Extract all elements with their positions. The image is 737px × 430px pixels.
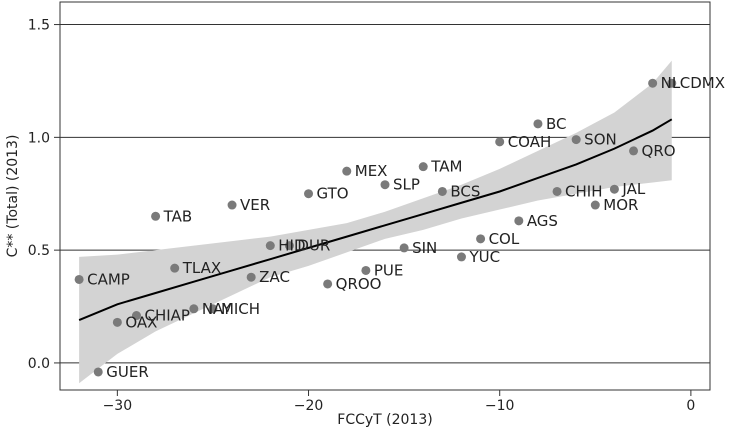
point-slp — [380, 180, 390, 190]
point-jal — [609, 184, 619, 194]
point-label-ver: VER — [240, 196, 270, 214]
point-label-mex: MEX — [355, 162, 388, 180]
point-camp — [74, 274, 84, 284]
point-label-sin: SIN — [412, 239, 437, 257]
point-label-mor: MOR — [603, 196, 638, 214]
x-tick-label-2: −10 — [485, 398, 515, 414]
point-label-ags: AGS — [527, 212, 558, 230]
point-bcs — [437, 186, 447, 196]
point-yuc — [456, 252, 466, 262]
point-oax — [112, 317, 122, 327]
point-tab — [151, 211, 161, 221]
point-tlax — [170, 263, 180, 273]
point-ags — [514, 216, 524, 226]
point-dur — [284, 241, 294, 251]
confidence-band — [79, 60, 672, 384]
point-label-qro: QRO — [642, 142, 676, 160]
point-label-pue: PUE — [374, 261, 404, 279]
point-label-slp: SLP — [393, 176, 420, 194]
point-label-tab: TAB — [163, 207, 193, 225]
point-label-coah: COAH — [508, 133, 552, 151]
point-col — [476, 234, 486, 244]
point-chih — [552, 186, 562, 196]
point-label-qroo: QROO — [336, 275, 382, 293]
point-guer — [93, 367, 103, 377]
point-label-mich: MICH — [221, 300, 260, 318]
fit-line — [78, 118, 673, 321]
point-gto — [304, 189, 314, 199]
point-son — [571, 135, 581, 145]
point-sin — [399, 243, 409, 253]
point-label-col: COL — [489, 230, 520, 248]
point-label-tlax: TLAX — [182, 259, 221, 277]
point-mex — [342, 166, 352, 176]
x-axis-label: FCCyT (2013) — [337, 412, 432, 428]
point-label-chiap: CHIAP — [144, 307, 189, 325]
point-label-nl: NL — [661, 74, 681, 92]
confidence-band-layer — [79, 60, 672, 384]
point-label-cdmx: CDMX — [680, 74, 725, 92]
point-tam — [418, 162, 428, 172]
point-label-nay: NAY — [202, 300, 232, 318]
point-hid — [265, 241, 275, 251]
point-label-chih: CHIH — [565, 182, 602, 200]
y-axis-label: C** (Total) (2013) — [5, 135, 21, 258]
x-tick-label-3: 0 — [686, 398, 695, 414]
point-qro — [629, 146, 639, 156]
point-label-camp: CAMP — [87, 270, 130, 288]
point-label-son: SON — [584, 131, 617, 149]
point-label-yuc: YUC — [468, 248, 500, 266]
point-label-jal: JAL — [621, 180, 645, 198]
plot-frame — [59, 1, 711, 391]
point-label-zac: ZAC — [259, 268, 290, 286]
y-tick-label-0: 0.0 — [28, 356, 50, 372]
point-zac — [246, 272, 256, 282]
y-tick-label-2: 1.0 — [28, 130, 50, 146]
x-tick-label-1: −20 — [294, 398, 324, 414]
y-tick-label-3: 1.5 — [28, 18, 50, 34]
points-layer — [74, 78, 677, 377]
x-tick-label-0: −30 — [103, 398, 133, 414]
point-chiap — [131, 311, 141, 321]
point-ver — [227, 200, 237, 210]
point-label-gto: GTO — [317, 185, 349, 203]
y-tick-label-1: 0.5 — [28, 243, 50, 259]
point-mich — [208, 304, 218, 314]
point-pue — [361, 265, 371, 275]
point-label-hid: HID — [278, 237, 305, 255]
point-bc — [533, 119, 543, 129]
point-mor — [590, 200, 600, 210]
point-label-bc: BC — [546, 115, 567, 133]
point-cdmx — [667, 78, 677, 88]
point-qroo — [323, 279, 333, 289]
point-nl — [648, 78, 658, 88]
point-nay — [189, 304, 199, 314]
point-coah — [495, 137, 505, 147]
point-label-oax: OAX — [125, 313, 157, 331]
axes-layer: −30 −20 −10 0 0.0 0.5 1.0 1.5 — [28, 18, 696, 414]
point-label-bcs: BCS — [450, 182, 480, 200]
point-label-guer: GUER — [106, 363, 149, 381]
point-label-dur: DUR — [297, 237, 330, 255]
point-label-tam: TAM — [430, 158, 462, 176]
fit-line-layer — [78, 118, 673, 321]
